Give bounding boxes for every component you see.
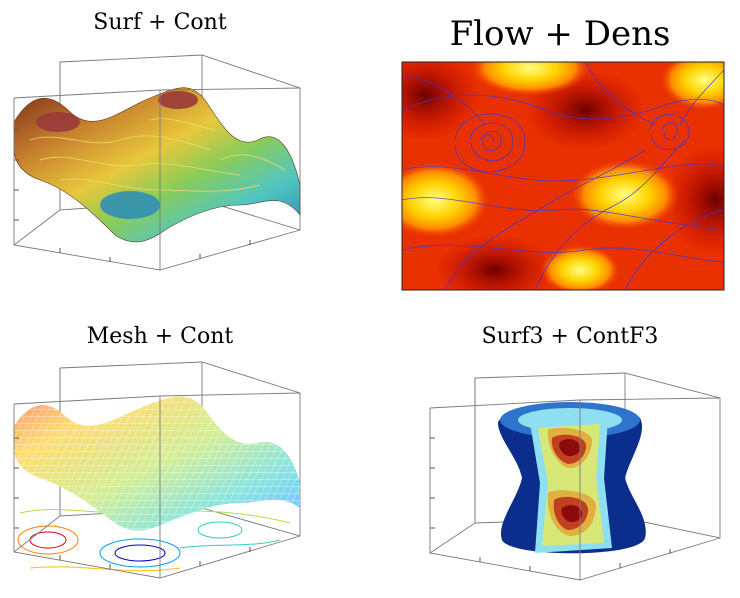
plot-frame bbox=[401, 61, 725, 291]
axis-ticks bbox=[430, 437, 671, 571]
panel-title: Surf + Cont bbox=[93, 10, 227, 35]
surface bbox=[13, 87, 301, 243]
surf3-contf3-plot bbox=[429, 372, 721, 581]
axes-box-front bbox=[13, 87, 301, 271]
peak-left bbox=[36, 112, 80, 132]
panel-flow-dens: Flow + Dens bbox=[385, 0, 735, 300]
axes-box-front bbox=[13, 392, 301, 579]
axes-box-front bbox=[429, 397, 721, 581]
flow-lines bbox=[402, 62, 724, 290]
panel-surf3-contf3: Surf3 + ContF3 bbox=[400, 318, 740, 598]
panel-title: Flow + Dens bbox=[449, 14, 671, 54]
axis-ticks bbox=[14, 129, 251, 262]
flow-dens-plot bbox=[401, 61, 725, 291]
panel-title: Surf3 + ContF3 bbox=[481, 324, 659, 349]
panel-mesh-cont: Mesh + Cont bbox=[0, 318, 320, 598]
mesh-cont-plot bbox=[13, 361, 301, 579]
panel-title: Mesh + Cont bbox=[86, 324, 234, 349]
filled-contours-cut bbox=[530, 418, 612, 553]
density-map bbox=[402, 62, 724, 290]
panel-surf-cont: Surf + Cont bbox=[0, 0, 320, 290]
valley-center bbox=[100, 191, 160, 219]
axis-ticks bbox=[14, 437, 251, 569]
peak-right bbox=[158, 91, 198, 109]
surf-cont-plot bbox=[13, 54, 301, 271]
